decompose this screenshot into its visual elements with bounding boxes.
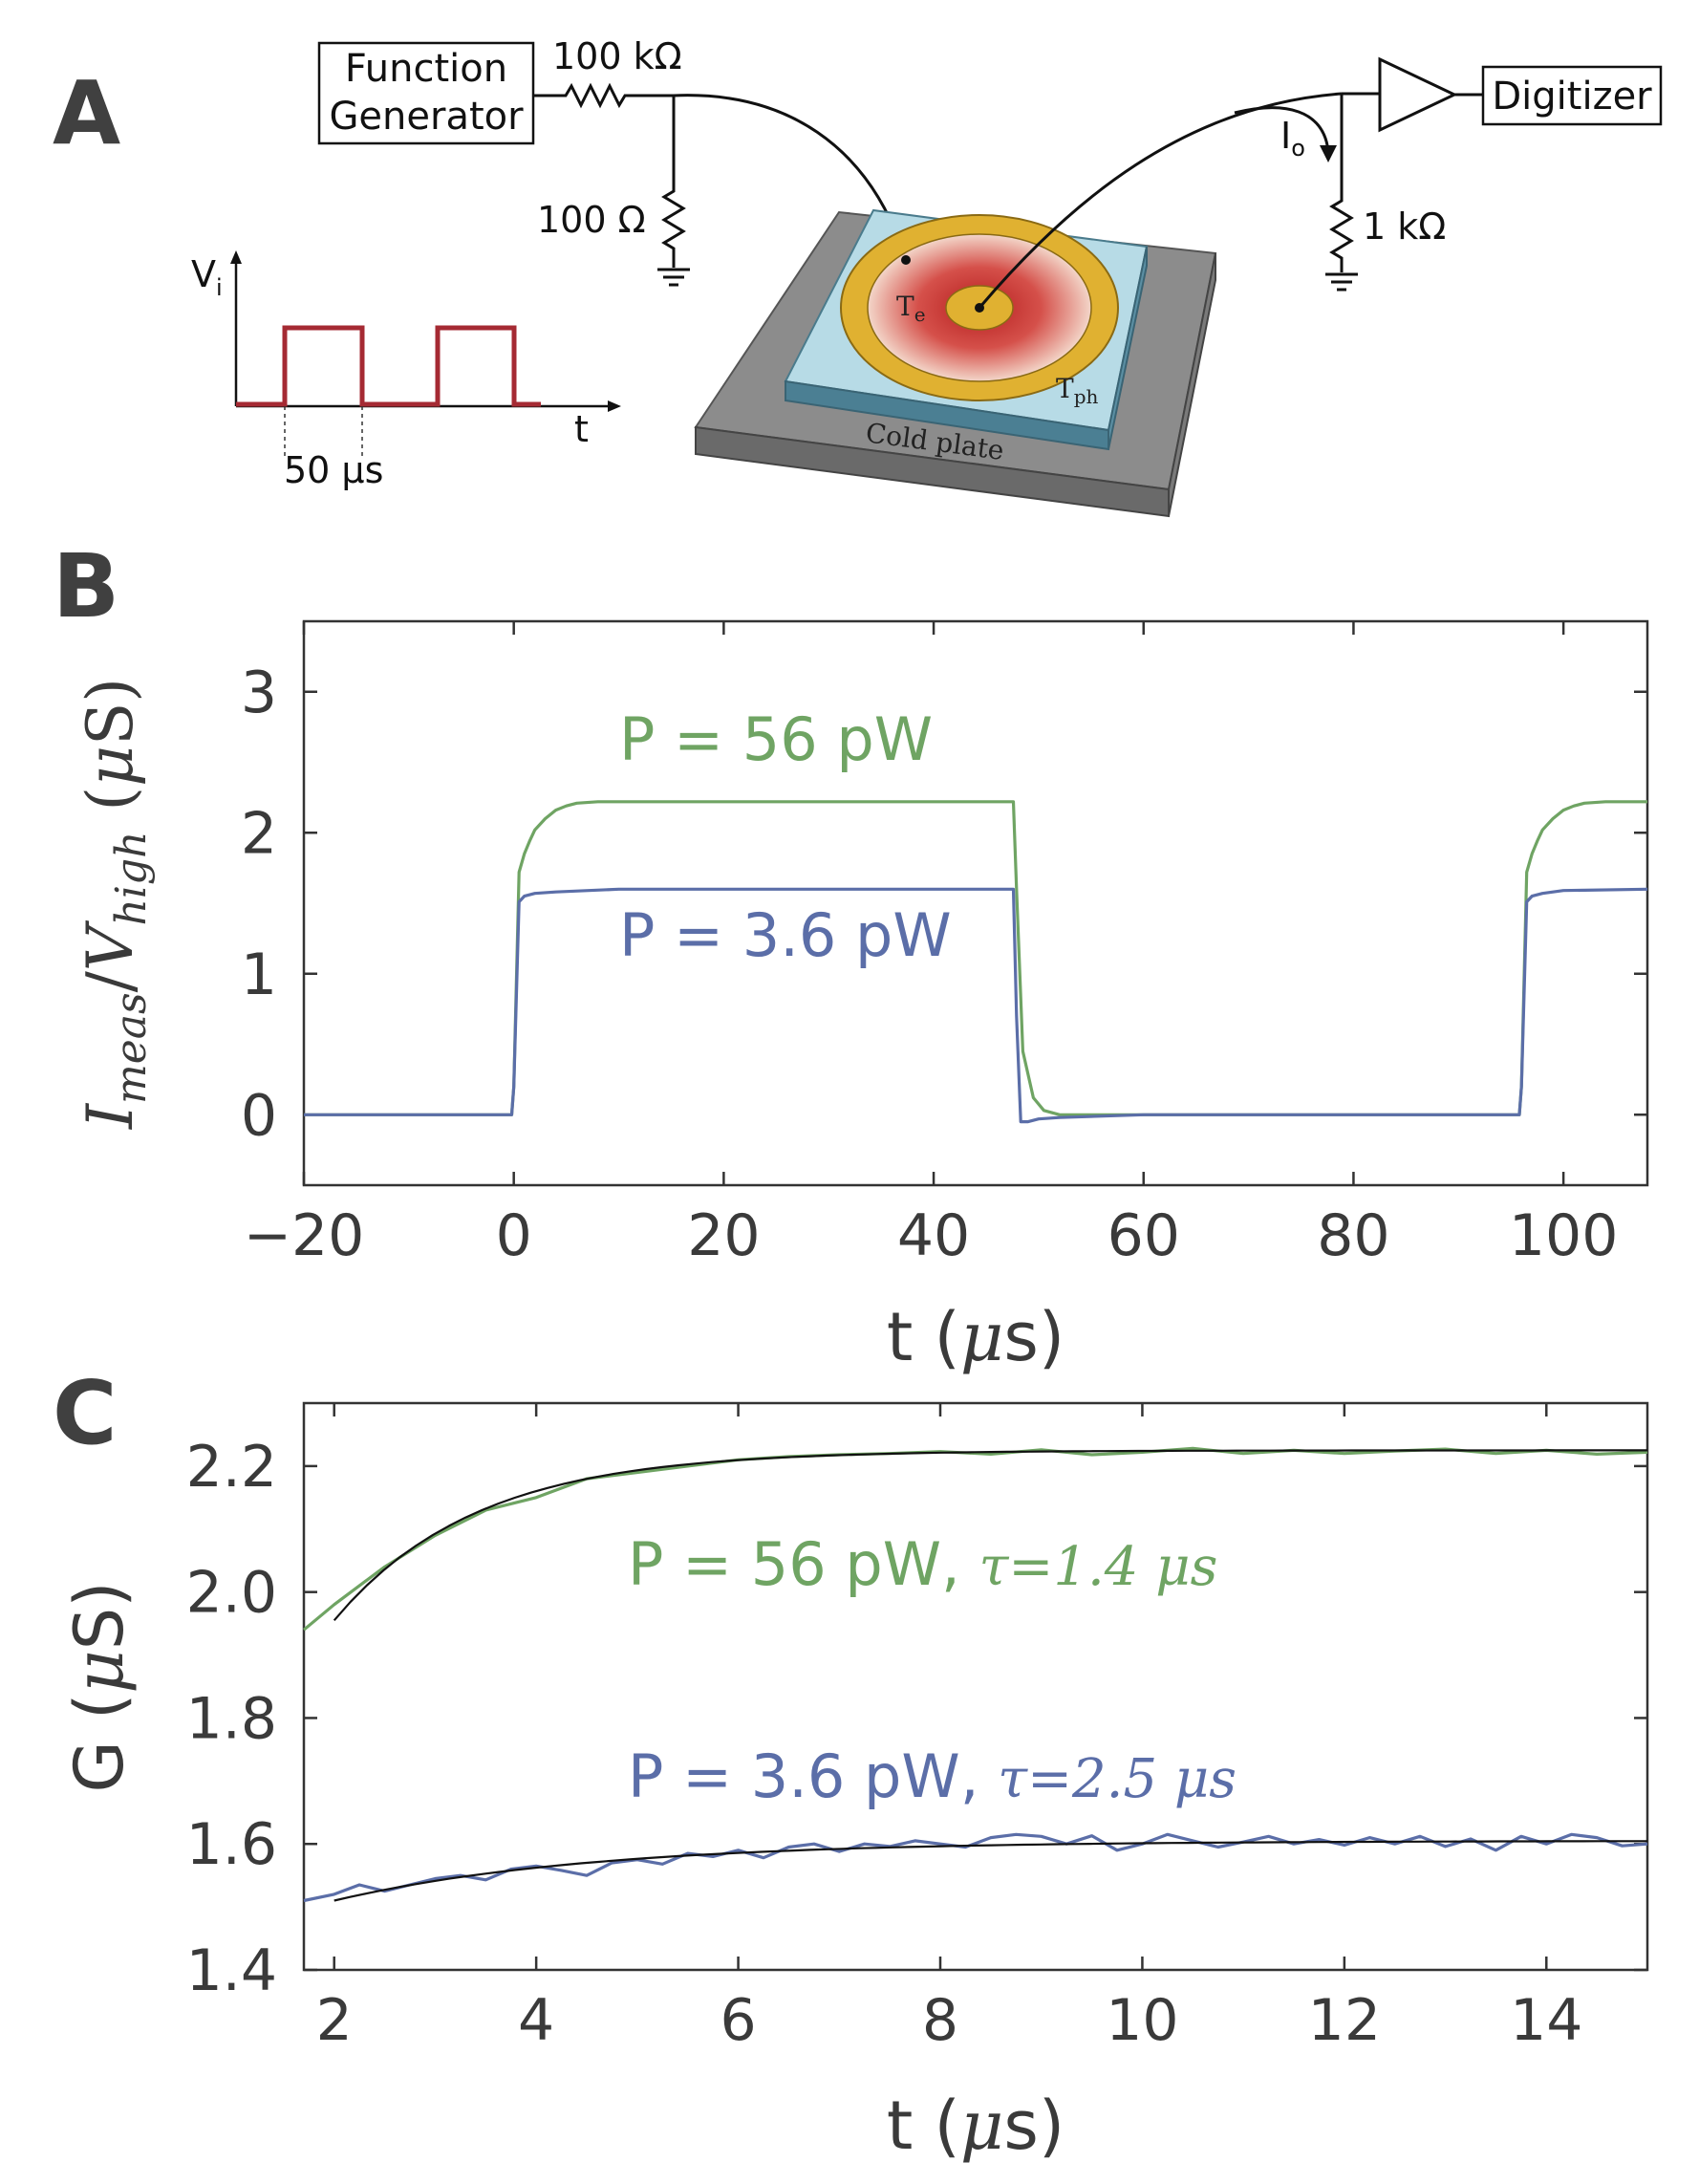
pulse-x-arrow-icon: [608, 400, 621, 412]
pulse-y-arrow-icon: [230, 250, 242, 264]
current-arrowhead-icon: [1320, 145, 1337, 162]
panel-b-xtick-label: 40: [897, 1202, 970, 1269]
panel-c-fit-line-2: [333, 1449, 1647, 1622]
panel-b-annotation-3p6pw: P = 3.6 pW: [619, 900, 952, 970]
shunt-resistor-label: 100 Ω: [537, 199, 646, 241]
panel-c-series: [302, 1446, 1648, 1903]
panel-b-xtick-label: 0: [496, 1202, 532, 1269]
panel-b-ytick-label: 2: [241, 800, 277, 867]
pulse-waveform: [236, 325, 541, 407]
series-resistor-icon: [533, 82, 674, 109]
load-ground-icon: [1325, 272, 1358, 292]
load-resistor-label: 1 kΩ: [1363, 205, 1446, 248]
panel-b-ytick-label: 0: [241, 1082, 277, 1149]
panel-b-series-line-1: [304, 887, 1648, 1124]
panel-a-letter: A: [53, 62, 120, 164]
panel-b-annotation-56pw: P = 56 pW: [619, 704, 933, 774]
panel-b-frame: [302, 619, 1649, 1187]
panel-c-series-line-1: [303, 1832, 1648, 1903]
shunt-resistor-icon: [661, 96, 686, 268]
load-resistor-icon: [1329, 94, 1354, 272]
panel-c-xtick-label: 8: [922, 1987, 958, 2054]
cold-plate-side: [1168, 252, 1216, 517]
readout-wire: [978, 92, 1343, 309]
panel-b-xtick-label: −20: [244, 1202, 365, 1269]
panel-c-frame: [302, 1401, 1649, 1972]
panel-a: A Function Generator 100 kΩ 100 Ω: [53, 35, 1663, 518]
panel-c-fit-line-3: [333, 1840, 1647, 1902]
panel-b-xtick-label: 20: [687, 1202, 760, 1269]
current-label: Io: [1280, 115, 1305, 162]
pulse-inset: Vi t 50 μs: [191, 250, 621, 491]
panel-b-xtick-label: 80: [1317, 1202, 1389, 1269]
current-arrow: [1234, 106, 1330, 152]
panel-b-ticks: −20 0 20 40 60 80 100 0 1 2 3: [241, 621, 1647, 1269]
panel-b-xtick-label: 60: [1108, 1202, 1180, 1269]
panel-b-letter: B: [53, 535, 119, 638]
panel-c-letter: C: [53, 1362, 118, 1464]
panel-c-xtick-label: 10: [1106, 1987, 1178, 2054]
function-generator-label-1: Function: [345, 47, 507, 91]
function-generator-box: [317, 41, 535, 145]
series-resistor-label: 100 kΩ: [552, 35, 682, 77]
panel-c-xtick-label: 2: [316, 1987, 353, 2054]
panel-b-xtick-label: 100: [1509, 1202, 1619, 1269]
panel-b-ytick-label: 1: [241, 941, 277, 1008]
panel-b-ytick-label: 3: [241, 660, 277, 726]
panel-c-xtick-label: 4: [518, 1987, 554, 2054]
panel-c-ytick-label: 2.2: [186, 1434, 277, 1501]
digitizer-box: [1481, 65, 1663, 126]
te-label: Te: [896, 291, 926, 326]
panel-c-ytick-label: 1.4: [186, 1937, 277, 2004]
panel-b-series-line-0: [304, 800, 1647, 1116]
ground-icon: [657, 268, 690, 287]
panel-b-series: [304, 800, 1648, 1124]
panel-b: B −20 0 20 40 60 80 100 0 1 2 3 t (μs) Imeas/Vhigh…: [53, 535, 1649, 1376]
pulse-y-label: Vi: [191, 253, 223, 301]
pulse-width-label: 50 μs: [284, 449, 383, 491]
panel-c: C 2 4 6 8 10 12 14 1.4 1.6 1.8 2.0 2.2 t (μs) G (μS…: [53, 1362, 1649, 2165]
outer-contact-dot: [901, 255, 911, 265]
panel-c-xtick-label: 6: [720, 1987, 756, 2054]
panel-c-ytick-label: 2.0: [186, 1560, 277, 1627]
panel-c-annotation-3p6pw: P = 3.6 pW, τ=2.5 μs: [628, 1741, 1237, 1811]
digitizer-label: Digitizer: [1492, 75, 1652, 119]
panel-c-ticks: 2 4 6 8 10 12 14 1.4 1.6 1.8 2.0 2.2: [186, 1403, 1647, 2054]
panel-c-xtick-label: 12: [1308, 1987, 1381, 2054]
tph-label: Tph: [1056, 373, 1098, 408]
pulse-x-label: t: [574, 408, 589, 450]
panel-b-xlabel: t (μs): [887, 1298, 1065, 1376]
panel-b-ylabel: Imeas/Vhigh (μS): [74, 678, 156, 1130]
function-generator-label-2: Generator: [329, 95, 524, 139]
panel-c-ytick-label: 1.6: [186, 1811, 277, 1878]
panel-c-xtick-label: 14: [1510, 1987, 1582, 2054]
amplifier-icon: [1378, 56, 1458, 133]
panel-c-xlabel: t (μs): [887, 2087, 1065, 2165]
panel-c-ytick-label: 1.8: [186, 1685, 277, 1752]
chip-side: [1108, 246, 1148, 450]
panel-c-annotation-56pw: P = 56 pW, τ=1.4 μs: [628, 1529, 1217, 1599]
panel-c-ylabel: G (μS): [60, 1581, 139, 1792]
